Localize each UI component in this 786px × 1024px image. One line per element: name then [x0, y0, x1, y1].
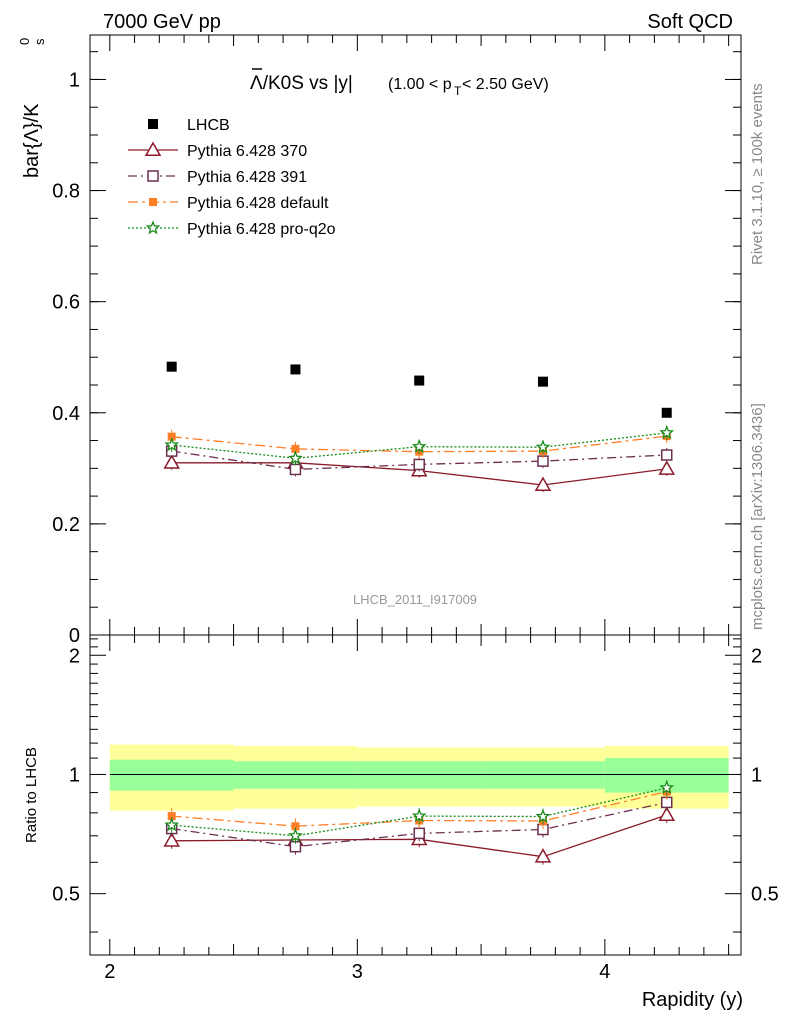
main-ylabel-sup: 0 — [17, 38, 32, 45]
ratio-y-ticks: 0.5 0.5 1 1 2 2 — [52, 638, 779, 933]
main-ytick-label: 0.8 — [52, 181, 80, 203]
data-point — [661, 407, 672, 418]
data-point — [660, 449, 673, 461]
data-point — [658, 460, 676, 475]
legend-entry: LHCB — [148, 117, 230, 134]
ratio-point — [535, 808, 551, 823]
ratio-point — [659, 780, 675, 795]
data-point — [414, 375, 425, 386]
ratio-point — [287, 828, 303, 843]
data-point — [411, 438, 427, 453]
data-point — [290, 364, 301, 375]
series-2 — [165, 444, 673, 477]
stat-uncertainty-band — [357, 761, 482, 789]
ratio-ytick-label: 1 — [69, 764, 80, 786]
ratio-point — [167, 812, 176, 821]
data-point — [289, 463, 302, 476]
ratio-point — [411, 808, 427, 823]
x-tick-label: 4 — [599, 961, 610, 983]
main-ytick-label: 0 — [69, 625, 80, 647]
ratio-point — [163, 832, 180, 847]
main-ylabel-text: bar{Λ}/K — [21, 103, 43, 178]
ratio-point — [164, 817, 180, 832]
ratio-panel: 0.5 0.5 1 1 2 2 2 3 4 — [52, 634, 779, 983]
series-0 — [166, 361, 672, 418]
legend-label: Pythia 6.428 pro-q2o — [187, 221, 336, 238]
main-x-ticks — [109, 35, 730, 635]
ratio-ylabel: Ratio to LHCB — [23, 747, 40, 843]
legend-label: Pythia 6.428 370 — [187, 143, 307, 160]
ratio-point — [291, 822, 300, 831]
legend: LHCB Pythia 6.428 370 Pythia 6.428 391 Pyth… — [128, 117, 336, 238]
main-ytick-label: 0.4 — [52, 403, 80, 425]
legend-entry: Pythia 6.428 default — [128, 195, 329, 212]
legend-marker — [147, 170, 159, 182]
ratio-series-3 — [164, 779, 675, 844]
main-ytick-label: 0.6 — [52, 292, 80, 314]
series-4 — [164, 425, 675, 466]
main-ytick-label: 0.2 — [52, 514, 80, 536]
data-point — [291, 444, 300, 453]
title-cut-close: < 2.50 GeV) — [462, 76, 549, 93]
legend-marker — [149, 198, 157, 206]
data-point — [166, 361, 177, 372]
stat-uncertainty-band — [481, 761, 605, 789]
data-point — [537, 376, 548, 387]
title-cut-open: (1.00 < p — [388, 76, 452, 93]
ratio-ytick-label-right: 2 — [751, 645, 762, 667]
ratio-line — [171, 790, 667, 827]
legend-label: Pythia 6.428 391 — [187, 169, 307, 186]
ratio-point — [413, 827, 425, 840]
series-line — [171, 435, 667, 453]
ratio-point — [658, 806, 676, 821]
analysis-id: LHCB_2011_I917009 — [353, 592, 477, 607]
main-y-ticks: 0 0.2 0.4 0.6 0.8 1 — [52, 51, 741, 647]
ratio-ytick-label-right: 0.5 — [751, 884, 779, 906]
ratio-ytick-label: 0.5 — [52, 884, 80, 906]
data-point — [534, 476, 552, 491]
title-cut-sub: T — [454, 84, 462, 98]
stat-uncertainty-band — [109, 759, 234, 791]
data-point — [413, 458, 425, 471]
data-point — [163, 454, 180, 469]
legend-marker — [148, 119, 158, 129]
header-left: 7000 GeV pp — [103, 11, 221, 33]
main-plot-area — [163, 361, 676, 492]
legend-label: LHCB — [187, 117, 230, 134]
legend-entry: Pythia 6.428 pro-q2o — [128, 220, 336, 238]
header-right: Soft QCD — [647, 11, 733, 33]
ratio-x-ticks: 2 3 4 — [104, 635, 730, 983]
ratio-ytick-label: 2 — [69, 645, 80, 667]
mcplots-label: mcplots.cern.ch [arXiv:1306.3436] — [749, 403, 766, 630]
data-point — [287, 450, 303, 465]
data-point — [535, 439, 551, 454]
main-ylabel-sub: s — [32, 38, 47, 45]
legend-marker — [145, 220, 161, 235]
data-point — [659, 425, 675, 440]
x-axis-label: Rapidity (y) — [642, 989, 743, 1011]
main-ylabel: bar{Λ}/K 0 s — [17, 38, 47, 178]
legend-entry: Pythia 6.428 391 — [128, 169, 307, 186]
rivet-label: Rivet 3.1.10, ≥ 100k events — [749, 83, 766, 265]
x-tick-label: 2 — [104, 961, 115, 983]
title-main: Λ/K0S vs |y| — [250, 73, 353, 94]
x-tick-label: 3 — [352, 961, 363, 983]
ratio-ytick-label-right: 1 — [751, 764, 762, 786]
legend-entry: Pythia 6.428 370 — [128, 141, 307, 160]
legend-label: Pythia 6.428 default — [187, 195, 329, 212]
data-point — [164, 437, 180, 452]
stat-uncertainty-band — [233, 761, 358, 789]
ratio-point — [534, 848, 552, 863]
ratio-plot-area — [109, 744, 729, 865]
plot-title: Λ/K0S vs |y| (1.00 < p T < 2.50 GeV) — [250, 68, 549, 98]
main-ytick-label: 1 — [69, 69, 80, 91]
data-point — [167, 432, 176, 441]
legend-marker — [144, 141, 162, 156]
ratio-frame — [89, 634, 742, 956]
